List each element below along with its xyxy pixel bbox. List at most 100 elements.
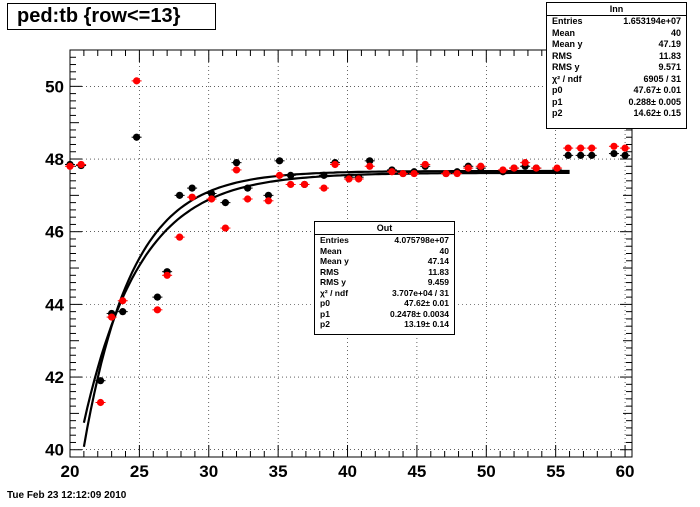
point-out — [464, 164, 472, 172]
stats-row: Mean y 47.19 — [547, 39, 686, 51]
point-out — [477, 162, 485, 170]
stats-row: Mean 40 — [547, 28, 686, 40]
x-tick-label: 40 — [338, 462, 357, 481]
point-out — [453, 169, 461, 178]
stats-label: χ² / ndf — [552, 73, 582, 84]
stats-label: Mean — [320, 245, 342, 256]
y-tick-label: 42 — [45, 368, 64, 387]
point-inn — [232, 159, 241, 167]
tick-labels: 20 25 30 35 40 45 50 55 60 40 42 44 46 48 50 — [45, 77, 634, 481]
stats-label: p1 — [320, 308, 330, 319]
stats-row: RMS y 9.459 — [315, 277, 454, 288]
point-out — [588, 144, 596, 152]
stats-value: 6905 / 31 — [643, 73, 681, 84]
stats-value: 0.288± 0.005 — [628, 96, 681, 107]
stats-row: p1 0.2478± 0.0034 — [315, 309, 454, 320]
point-out — [287, 180, 295, 189]
x-tick-label: 30 — [199, 462, 218, 481]
point-out — [119, 297, 127, 305]
point-out — [410, 169, 418, 178]
stats-row: Entries 4.075798e+07 — [315, 235, 454, 246]
point-inn — [153, 293, 162, 301]
stats-label: Mean y — [320, 256, 349, 266]
point-inn — [320, 171, 328, 179]
stats-label: p0 — [552, 85, 563, 95]
point-out — [275, 171, 284, 179]
x-tick-label: 45 — [407, 462, 426, 481]
stats-row: p1 0.288± 0.005 — [547, 97, 686, 109]
y-tick-label: 48 — [45, 150, 64, 169]
stats-row: χ² / ndf 3.707e+04 / 31 — [315, 288, 454, 299]
stats-row: RMS 11.83 — [547, 51, 686, 63]
stats-value: 9.459 — [427, 277, 449, 287]
point-out — [232, 166, 241, 174]
point-out — [510, 164, 518, 172]
point-inn — [207, 189, 216, 198]
point-out — [331, 160, 339, 169]
point-out — [264, 197, 273, 205]
stats-value: 11.83 — [428, 266, 449, 277]
point-out — [355, 175, 363, 183]
stats-label: RMS y — [320, 277, 346, 287]
stats-label: RMS y — [552, 62, 580, 72]
stats-row: Entries 1.653194e+07 — [547, 16, 686, 28]
point-out — [133, 77, 141, 85]
y-tick-label: 46 — [45, 223, 64, 242]
stats-label: p0 — [320, 298, 330, 308]
stats-value: 40 — [439, 245, 449, 256]
stats-value: 47.19 — [658, 39, 681, 49]
stats-value: 47.67± 0.01 — [633, 85, 681, 95]
point-out — [345, 175, 353, 183]
stats-box-out-name: Out — [315, 222, 454, 235]
x-tick-label: 25 — [130, 462, 149, 481]
point-inn — [275, 157, 284, 165]
stats-label: RMS — [552, 50, 572, 61]
stats-value: 9.571 — [658, 62, 681, 72]
point-inn — [119, 308, 127, 316]
x-tick-label: 55 — [546, 462, 565, 481]
point-out — [77, 160, 85, 169]
point-out — [442, 169, 450, 178]
stats-label: Mean — [552, 27, 576, 38]
point-out — [532, 164, 540, 172]
chart-title: ped:tb {row<=13} — [7, 3, 216, 30]
point-out — [300, 180, 309, 189]
stats-box-inn-name: Inn — [547, 3, 686, 16]
timestamp: Tue Feb 23 12:12:09 2010 — [7, 490, 127, 501]
x-tick-label: 20 — [61, 462, 80, 481]
stats-value: 47.14 — [427, 256, 449, 266]
point-out — [108, 313, 116, 321]
point-inn — [588, 151, 596, 159]
stats-value: 0.2478± 0.0034 — [389, 308, 449, 319]
x-tick-label: 50 — [477, 462, 496, 481]
stats-value: 3.707e+04 / 31 — [392, 287, 449, 298]
point-out — [176, 233, 184, 241]
stats-value: 13.19± 0.14 — [404, 319, 449, 329]
stats-value: 40 — [670, 27, 681, 38]
x-tick-label: 35 — [269, 462, 288, 481]
fit-curve-inn — [82, 169, 570, 447]
stats-label: p1 — [552, 96, 563, 107]
stats-value: 14.62± 0.15 — [633, 108, 681, 118]
point-out — [163, 271, 171, 279]
point-inn — [188, 184, 196, 192]
point-out — [96, 398, 105, 407]
stats-row: p0 47.67± 0.01 — [547, 85, 686, 97]
point-out — [421, 160, 429, 169]
point-out — [610, 142, 618, 150]
stats-label: χ² / ndf — [320, 287, 349, 298]
point-inn — [287, 171, 295, 179]
point-inn — [96, 377, 105, 385]
stats-box-out: Out Entries 4.075798e+07 Mean 40 Mean y 47.14… — [314, 221, 455, 335]
point-inn — [564, 151, 572, 159]
point-out — [521, 159, 529, 167]
stats-label: Entries — [552, 16, 583, 26]
stats-label: Mean y — [552, 39, 583, 49]
stats-label: p2 — [552, 108, 563, 118]
point-out — [153, 306, 162, 314]
point-out — [399, 169, 407, 178]
stats-box-inn: Inn Entries 1.653194e+07 Mean 40 Mean y 47.19… — [546, 2, 687, 129]
point-out — [621, 144, 629, 152]
stats-value: 47.62± 0.01 — [404, 298, 449, 308]
